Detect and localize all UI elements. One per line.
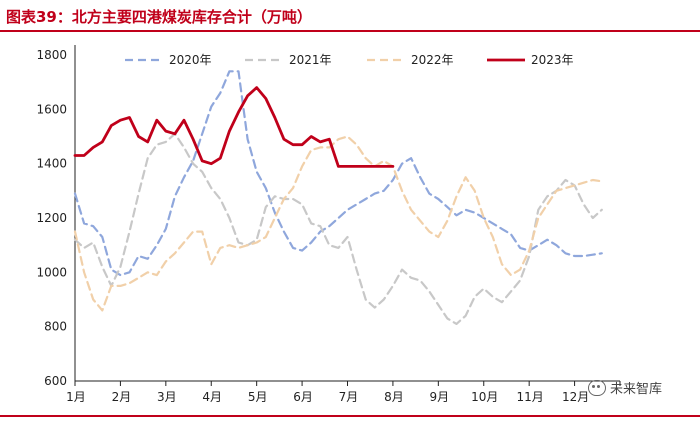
x-tick-label: 1月: [66, 390, 86, 404]
y-tick-label: 1600: [36, 102, 67, 116]
series-line-2020年: [73, 70, 603, 277]
legend: 2020年 2021年 2022年 2023年: [125, 53, 574, 67]
y-tick-label: 1000: [36, 265, 67, 279]
x-tick-label: 12月: [562, 390, 589, 404]
y-tick-label: 1800: [36, 48, 67, 62]
axes: 600 800 1000 1200 1400 1600 1800 1月 2月 3月 4月 5月 6月 7月…: [36, 45, 621, 404]
series-line-2021年: [73, 132, 603, 325]
x-tick-label: 11月: [517, 390, 544, 404]
x-tick-label: 10月: [471, 390, 498, 404]
watermark: 未来智库: [588, 378, 662, 397]
legend-label-2022年: 2022年: [411, 53, 454, 67]
series-lines: [73, 70, 603, 325]
legend-label-2020年: 2020年: [169, 53, 212, 67]
x-tick-label: 7月: [339, 390, 359, 404]
x-tick-label: 2月: [112, 390, 132, 404]
y-tick-label: 1400: [36, 157, 67, 171]
y-tick-label: 600: [44, 374, 67, 388]
figure-title: 图表39：北方主要四港煤炭库存合计（万吨）: [6, 8, 312, 26]
x-tick-label: 8月: [384, 390, 404, 404]
legend-label-2021年: 2021年: [289, 53, 332, 67]
bottom-rule: [0, 415, 700, 417]
x-tick-label: 6月: [293, 390, 313, 404]
wechat-icon: [588, 380, 606, 396]
x-tick-label: 5月: [248, 390, 268, 404]
watermark-text: 未来智库: [610, 382, 663, 397]
legend-label-2023年: 2023年: [531, 53, 574, 67]
series-line-2022年: [73, 135, 603, 312]
x-tick-label: 4月: [202, 390, 222, 404]
y-tick-label: 1200: [36, 211, 67, 225]
x-tick-label: 9月: [430, 390, 450, 404]
title-rule: [0, 30, 700, 32]
x-tick-label: 3月: [157, 390, 177, 404]
y-tick-label: 800: [44, 320, 67, 334]
series-line-2023年: [73, 86, 395, 168]
